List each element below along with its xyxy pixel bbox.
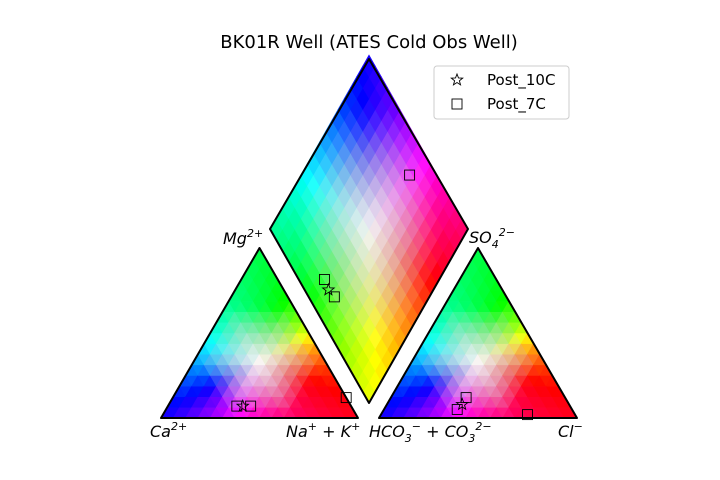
- chart-title: BK01R Well (ATES Cold Obs Well): [220, 32, 518, 53]
- anion-triangle-outline: [378, 247, 578, 419]
- legend: Post_10C Post_7C: [433, 65, 570, 120]
- label-ca: Ca2+: [150, 420, 187, 441]
- point-post-7c-diamond-2: [404, 169, 416, 181]
- legend-box: [433, 65, 570, 120]
- data-points: [231, 169, 533, 421]
- cation-triangle-fill: [160, 247, 359, 419]
- legend-marker-post-10c: [450, 72, 464, 86]
- point-post-7c-anion-0: [460, 392, 472, 404]
- legend-label-post-7c: Post_7C: [487, 95, 546, 114]
- diamond-fill: [269, 54, 469, 404]
- label-hco3-co3: HCO3− + CO32−: [369, 420, 492, 445]
- legend-label-post-10c: Post_10C: [487, 71, 555, 90]
- legend-star-icon: [450, 72, 464, 86]
- point-post-10c-cation-0: [235, 398, 250, 412]
- diamond-outline: [269, 58, 469, 404]
- point-post-7c-diamond-0: [319, 274, 330, 285]
- label-mg: Mg2+: [223, 227, 263, 248]
- cation-triangle-outline: [160, 247, 359, 419]
- legend-marker-post-7c: [451, 98, 463, 110]
- label-so4: SO42−: [469, 226, 515, 251]
- point-post-7c-anion-2: [522, 409, 533, 421]
- point-post-7c-cation-2: [340, 392, 352, 404]
- point-post-7c-cation-0: [245, 400, 257, 412]
- point-post-7c-cation-1: [231, 400, 243, 412]
- legend-square-icon: [451, 98, 463, 110]
- label-na-k: Na+ + K+: [286, 420, 360, 441]
- color-fills: [160, 54, 578, 419]
- point-post-7c-diamond-1: [328, 291, 340, 303]
- diagram-outlines: [160, 58, 578, 419]
- label-cl: Cl−: [558, 420, 583, 441]
- point-post-7c-anion-1: [451, 404, 463, 415]
- ion-labels: Ca2+ Na+ + K+ Mg2+ HCO3− + CO32− Cl− SO42−: [150, 226, 583, 445]
- point-post-10c-diamond-0: [321, 282, 336, 296]
